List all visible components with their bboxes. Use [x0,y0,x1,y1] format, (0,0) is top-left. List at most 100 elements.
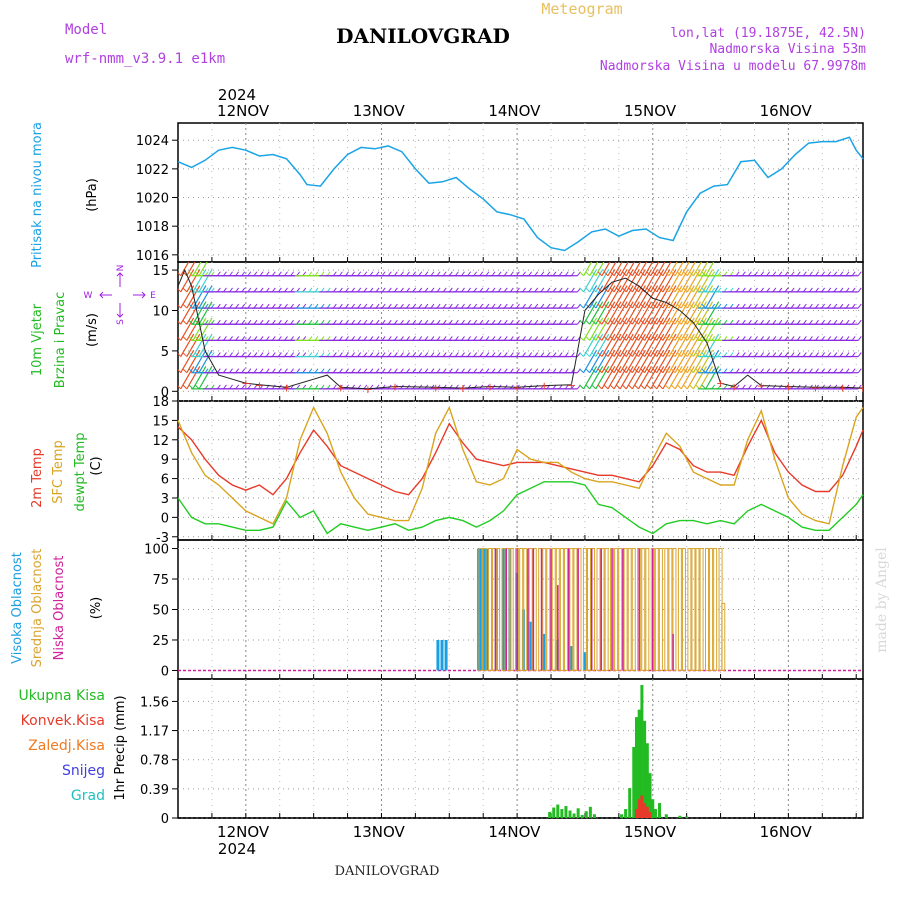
wind-barb-feather [754,287,758,293]
wind-barb-feather [754,336,758,341]
wind-barb-feather [585,271,591,277]
mid-cloud-bar [501,548,506,671]
total-precip-bar [634,717,638,818]
wind-barb-feather [308,384,313,390]
wind-barb-feather [815,287,819,293]
wind-barb-feather [497,368,502,374]
y-tick-label: 15 [152,414,169,429]
wind-barb-feather [424,352,429,357]
wind-barb-feather [754,352,758,357]
wind-barb-feather [381,319,386,325]
wind-barb-feather [265,336,270,341]
wind-barb-feather [701,384,707,390]
wind-barb-feather [540,287,545,293]
wind-barb-feather [253,303,258,309]
gust-mark: + [784,380,793,393]
wind-barb-feather [851,287,856,293]
wind-barb-feather [809,368,813,374]
wind-barb-feather [485,368,490,374]
wind-barb-feather [229,271,233,277]
wind-barb-feather [845,352,850,357]
wind-barb-feather [188,384,194,390]
wind-barb-feather [676,319,682,325]
wind-barb-feather [290,287,294,293]
wind-barb-feather [833,287,838,293]
wind-barb-feather [682,303,688,309]
wind-barb-feather [326,384,331,390]
wind-barb-feather [821,352,826,357]
wind-barb-feather [430,319,435,325]
wind-barb-feather [676,352,682,357]
mid-cloud-bar [713,548,718,671]
wind-barb [198,285,213,309]
gust-mark: + [838,381,847,394]
conv-precip-bar [645,806,649,818]
wind-barb-feather [357,271,362,277]
wind-barb-feather [682,368,688,374]
wind-barb-feather [579,287,584,293]
total-precip-bar [588,806,592,818]
wind-barb-feather [247,271,252,277]
wind-barb [198,317,213,341]
mid-cloud-bar [614,548,619,671]
wind-barb-feather [332,303,337,309]
wind-barb-feather [809,287,813,293]
wind-barb-feather [277,352,282,357]
y-tick-label: 0 [161,812,169,827]
wind-barb-feather [815,368,819,374]
wind-barb-feather [796,368,801,374]
wind-barb-feather [621,287,627,293]
wind-barb-feather [387,271,392,277]
wind-barb-feather [467,271,471,277]
wind-barb-feather [436,319,441,325]
wind-barb-feather [271,384,276,390]
wind-barb-feather [570,384,575,390]
wind-barb-feather [682,271,688,277]
gust-mark: + [390,380,399,393]
wind-barb-feather [628,336,633,341]
total-precip-bar [580,815,584,818]
wind-barb-feather [609,368,615,374]
wind-barb-feather [454,336,459,341]
wind-barb-feather [229,368,233,374]
wind-barb-feather [634,287,639,293]
cloud-mid-title: Srednja Oblacnost [30,549,45,668]
wind-barb-feather [711,384,716,390]
wind-barb-feather [591,336,597,341]
total-precip-bar [560,809,564,818]
wind-barb-feather [597,352,603,357]
wind-barb-feather [271,319,276,325]
wind-barb-feather [223,319,227,325]
wind-barb-feather [652,352,658,357]
wind-barb-feather [235,352,240,357]
total-precip-bar [628,788,632,818]
wind-barb-feather [253,271,258,277]
wind-barb-feather [839,336,844,341]
wind-barb-feather [711,352,716,357]
wind-barb-feather [652,336,658,341]
wind-barb-feather [723,271,728,277]
wind-barb-feather [689,384,694,390]
wind-barb-feather [351,368,356,374]
wind-barb-feather [603,271,609,277]
wind-barb-feather [265,303,270,309]
wind-barb-feather [747,303,752,309]
high-cloud-bar [436,639,440,671]
gust-mark: + [540,380,549,393]
top-day-label: 13NOV [353,102,406,120]
wind-barb-feather [178,385,182,390]
wind-barb-feather [406,271,410,277]
wind-barb-feather [689,271,694,277]
wind-barb-feather [351,303,356,309]
wind-barb-feather [670,368,676,374]
wind-barb-feather [253,336,258,341]
wind-barb-feather [436,287,441,293]
wind-barb-feather [229,319,233,325]
wind-barb-feather [585,319,591,325]
wind-barb-feather [296,384,301,390]
y-tick-label: -3 [156,531,169,546]
wind-barb-feather [479,319,484,325]
wind-barb-feather [473,319,478,325]
wind-barb-feather [609,352,615,357]
